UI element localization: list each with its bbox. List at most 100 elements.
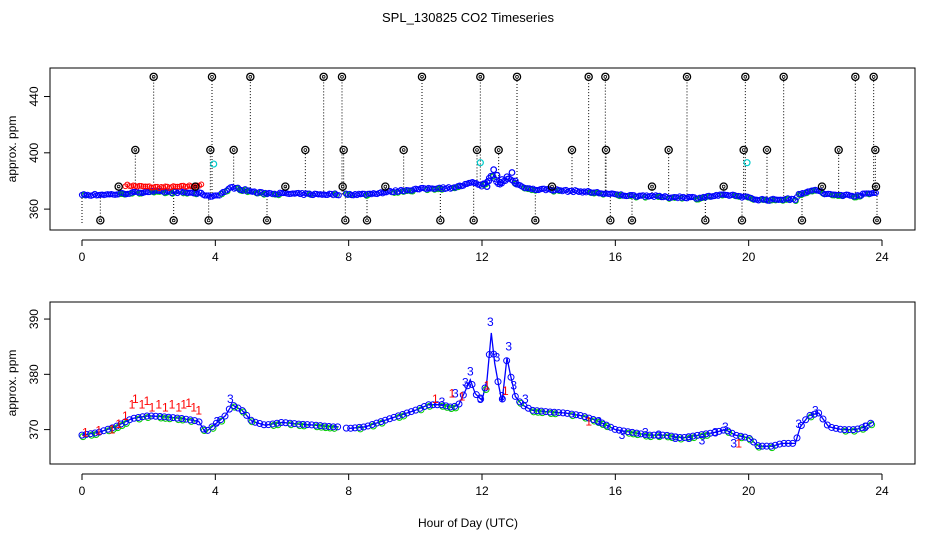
- blue-circle: [134, 413, 142, 421]
- symbol-1-marker: 1: [122, 409, 129, 423]
- blue-circle: [273, 419, 281, 427]
- blue-circle: [498, 395, 506, 403]
- blue-marker: [490, 166, 498, 174]
- blue-circle: [667, 432, 675, 440]
- black-spike-marker: [567, 145, 577, 155]
- green-circle: [647, 433, 655, 441]
- symbol-3-marker: 3: [510, 378, 517, 392]
- black-spike-marker-inner: [570, 148, 574, 152]
- blue-circle: [121, 418, 129, 426]
- green-circle: [439, 402, 447, 410]
- black-spike-marker-inner: [603, 75, 608, 79]
- blue-marker: [221, 188, 229, 195]
- symbol-1_extra-marker: 1: [735, 436, 742, 450]
- blue-circle: [186, 416, 194, 424]
- red-marker: [140, 183, 147, 190]
- blue-circle: [485, 351, 493, 359]
- black-spike-marker: [206, 145, 215, 155]
- bottom-y-axis: 370 380 390: [27, 309, 51, 440]
- blue-circle: [360, 423, 368, 431]
- blue-circle: [104, 425, 112, 433]
- blue-marker: [430, 185, 438, 192]
- symbol-1_extra-marker: 1: [502, 384, 509, 398]
- blue-circle: [537, 407, 545, 415]
- blue-marker: [483, 183, 491, 190]
- black-spike-marker: [337, 72, 347, 82]
- green-circle: [187, 417, 195, 425]
- blue-circle: [572, 411, 580, 419]
- black-spike-marker-inner: [471, 218, 476, 223]
- symbol-1_extra-marker: 1: [585, 414, 592, 428]
- green-circle: [668, 434, 676, 442]
- black-spike-marker: [601, 72, 610, 82]
- blue-circle: [516, 398, 524, 406]
- blue-circle: [771, 441, 779, 449]
- blue-circle: [750, 438, 758, 446]
- symbol-3-marker: 3: [487, 315, 494, 329]
- blue-marker: [792, 197, 799, 204]
- blue-circle: [693, 431, 701, 439]
- symbol-3-marker: 3: [477, 392, 484, 406]
- black-spike-marker: [476, 72, 485, 82]
- blue-circle: [286, 419, 294, 427]
- blue-circle: [706, 429, 714, 437]
- black-spike-marker: [338, 182, 347, 191]
- symbol-1-marker: 1: [129, 398, 136, 412]
- blue-circle: [481, 384, 489, 392]
- top-y-tick-label: 400: [27, 142, 41, 162]
- blue-marker: [212, 192, 219, 199]
- black-spike-marker: [229, 145, 238, 155]
- blue-circle: [464, 382, 472, 390]
- symbol-3-marker: 3: [699, 434, 706, 448]
- blue-circle: [615, 426, 623, 434]
- green-circle: [634, 431, 642, 439]
- blue-circle: [758, 442, 766, 450]
- blue-circle: [802, 416, 810, 424]
- symbol-3-marker: 3: [722, 420, 729, 434]
- blue-circle: [767, 442, 775, 450]
- blue-circle: [594, 417, 602, 425]
- blue-circle: [78, 431, 86, 439]
- black-spike-marker-inner: [586, 75, 591, 79]
- blue-circle: [91, 429, 99, 437]
- green-circle: [330, 424, 338, 432]
- black-spike-marker-inner: [820, 184, 824, 189]
- black-spike-marker: [664, 145, 673, 155]
- symbol-3-marker: 3: [522, 392, 529, 406]
- symbol-1-marker: 1: [139, 398, 146, 412]
- black-spike-marker: [762, 145, 772, 155]
- cyan-marker: [210, 160, 218, 168]
- blue-circle: [737, 432, 745, 440]
- blue-circle: [633, 429, 641, 437]
- black-spike-marker-inner: [604, 148, 608, 152]
- blue-marker: [533, 186, 540, 194]
- blue-circle: [195, 418, 203, 426]
- blue-circle: [867, 419, 875, 427]
- black-spike-marker-inner: [873, 148, 878, 152]
- blue-circle: [611, 425, 619, 433]
- bottom-x-tick-label: 12: [475, 484, 489, 498]
- blue-circle: [711, 428, 719, 436]
- blue-marker: [201, 192, 208, 199]
- blue-circle: [680, 434, 688, 442]
- blue-circle: [165, 413, 173, 421]
- top-y-tick-label: 440: [27, 86, 41, 106]
- blue-circle: [139, 413, 147, 421]
- green-circle: [209, 424, 217, 432]
- black-spike-marker-inner: [321, 75, 326, 79]
- symbol-3-marker: 3: [642, 425, 649, 439]
- blue-circle: [260, 421, 268, 429]
- blue-circle: [646, 431, 654, 439]
- black-spike-marker-inner: [341, 148, 346, 152]
- bottom-x-tick-label: 20: [742, 484, 756, 498]
- black-spike-marker-inner: [420, 75, 424, 79]
- blue-marker: [779, 196, 786, 203]
- symbol-1-marker: 1: [109, 423, 116, 437]
- red-marker: [174, 183, 181, 190]
- blue-circle: [429, 401, 437, 409]
- black-spike-marker-inner: [283, 184, 288, 189]
- black-spike-marker: [149, 72, 158, 82]
- blue-circle: [832, 424, 840, 432]
- blue-marker: [300, 191, 307, 199]
